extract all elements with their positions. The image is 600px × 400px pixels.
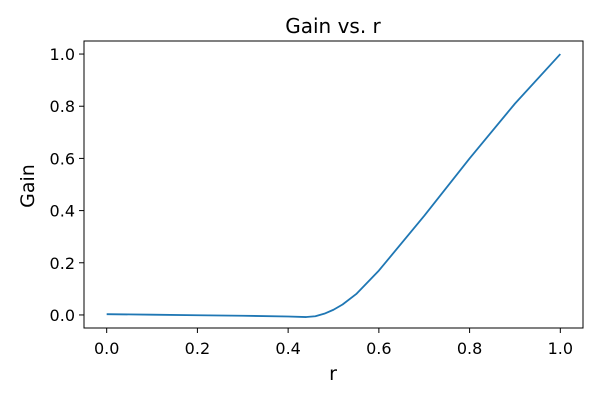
chart-title: Gain vs. r — [285, 14, 381, 38]
x-tick-label: 1.0 — [548, 339, 573, 358]
x-tick-label: 0.6 — [366, 339, 391, 358]
y-axis: 0.0 0.2 0.4 0.6 0.8 1.0 — [50, 45, 84, 325]
axes-frame — [83, 40, 584, 329]
x-tick-label: 0.2 — [185, 339, 210, 358]
x-tick-label: 0.0 — [94, 339, 119, 358]
y-tick-label: 0.2 — [50, 254, 75, 273]
y-axis-label: Gain — [17, 164, 39, 208]
y-tick-label: 1.0 — [50, 45, 75, 64]
series-line — [106, 53, 561, 318]
x-axis-label: r — [329, 363, 337, 385]
y-tick-label: 0.0 — [50, 306, 75, 325]
x-tick-label: 0.4 — [275, 339, 300, 358]
y-tick-label: 0.4 — [50, 202, 75, 221]
x-tick-label: 0.8 — [457, 339, 482, 358]
plot-area — [106, 53, 561, 318]
y-tick-label: 0.6 — [50, 149, 75, 168]
x-axis: 0.0 0.2 0.4 0.6 0.8 1.0 — [94, 328, 573, 358]
y-tick-label: 0.8 — [50, 97, 75, 116]
